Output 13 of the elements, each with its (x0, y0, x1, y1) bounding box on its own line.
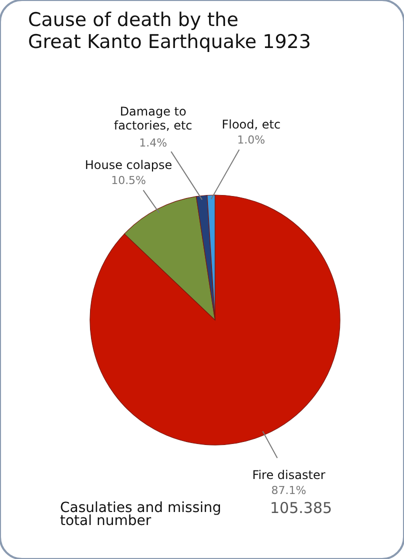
data-label: 87.1% (271, 484, 306, 497)
data-label: 1.0% (237, 134, 266, 147)
slice-label: Flood, etc (222, 118, 281, 132)
slice-label: Damage to factories, etc (114, 104, 192, 133)
data-label: 10.5% (111, 174, 146, 188)
data-label: 1.4% (139, 136, 168, 150)
slice-label: House colapse (84, 158, 172, 172)
text: Casulaties and missing total number (60, 500, 222, 529)
text: 105.385 (270, 499, 332, 517)
text: Cause of death by the (28, 9, 238, 31)
slice-label: Fire disaster (252, 468, 326, 482)
text: Great Kanto Earthquake 1923 (28, 31, 311, 53)
pie-slice (90, 194, 340, 446)
